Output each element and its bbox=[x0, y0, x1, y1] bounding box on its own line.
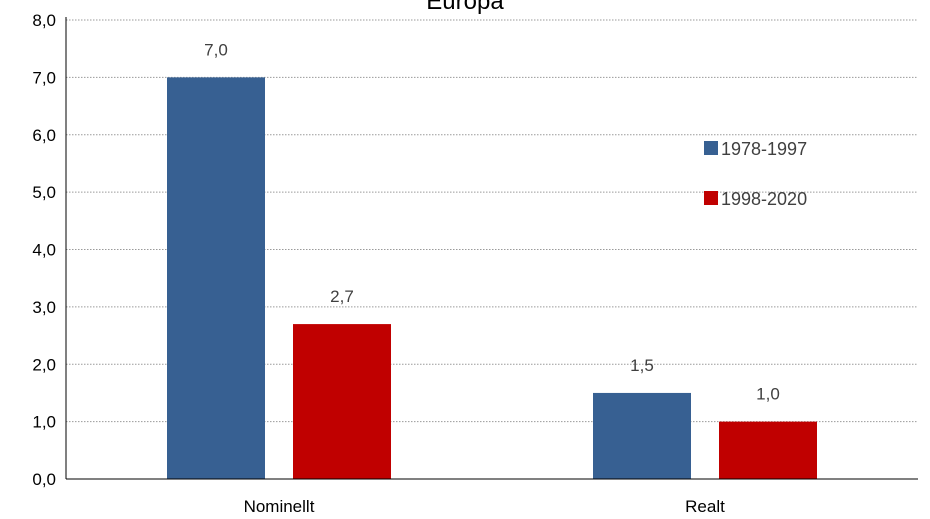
bars bbox=[167, 77, 817, 479]
bar bbox=[293, 324, 391, 479]
y-axis-tick-labels: 0,0 1,0 2,0 3,0 4,0 5,0 6,0 7,0 8,0 bbox=[32, 11, 56, 489]
y-tick-label: 7,0 bbox=[32, 68, 56, 87]
data-label: 7,0 bbox=[204, 40, 228, 59]
data-label: 2,7 bbox=[330, 287, 354, 306]
x-category-label: Realt bbox=[685, 497, 725, 516]
y-tick-label: 3,0 bbox=[32, 298, 56, 317]
y-tick-label: 8,0 bbox=[32, 11, 56, 30]
legend: 1978-1997 1998-2020 bbox=[704, 139, 807, 209]
axes bbox=[65, 17, 918, 480]
y-tick-label: 6,0 bbox=[32, 126, 56, 145]
data-label: 1,5 bbox=[630, 356, 654, 375]
y-tick-label: 4,0 bbox=[32, 241, 56, 260]
x-category-label: Nominellt bbox=[244, 497, 315, 516]
y-tick-label: 5,0 bbox=[32, 183, 56, 202]
x-axis-category-labels: Nominellt Realt bbox=[244, 497, 726, 516]
chart-title: Europa bbox=[426, 0, 504, 15]
y-tick-label: 1,0 bbox=[32, 413, 56, 432]
data-labels: 7,0 2,7 1,5 1,0 bbox=[204, 40, 780, 403]
bar bbox=[167, 77, 265, 479]
data-label: 1,0 bbox=[756, 385, 780, 404]
y-tick-label: 0,0 bbox=[32, 470, 56, 489]
bar bbox=[593, 392, 691, 479]
legend-swatch bbox=[704, 141, 718, 155]
y-tick-label: 2,0 bbox=[32, 355, 56, 374]
legend-label: 1978-1997 bbox=[721, 139, 807, 159]
bar bbox=[719, 421, 817, 479]
legend-swatch bbox=[704, 191, 718, 205]
legend-label: 1998-2020 bbox=[721, 189, 807, 209]
